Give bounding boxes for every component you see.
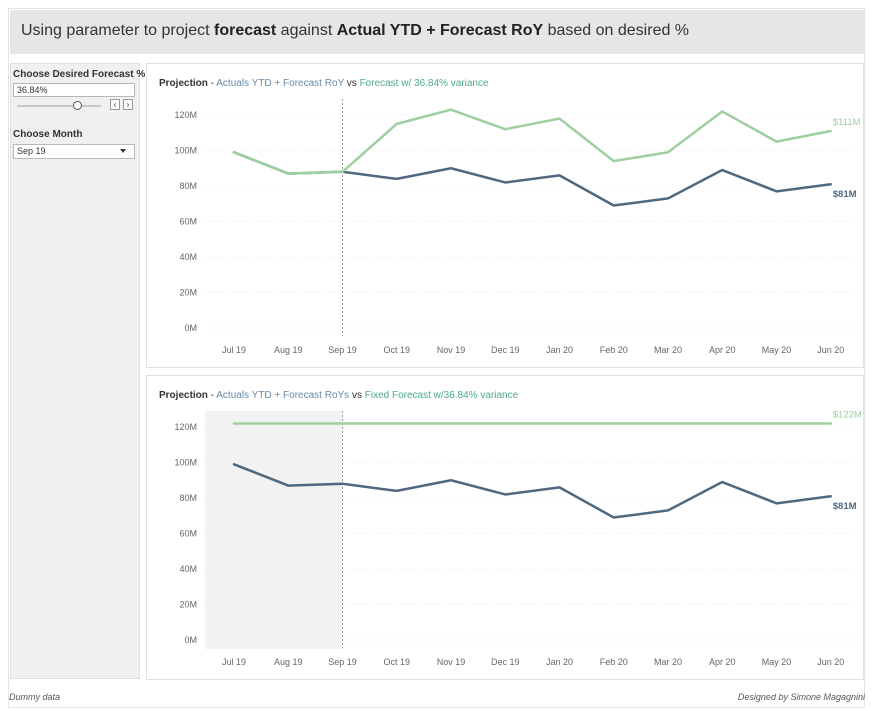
x-tick-label: Feb 20 xyxy=(600,345,628,355)
x-tick-label: Aug 19 xyxy=(274,345,303,355)
slider-step-back-button[interactable]: ‹ xyxy=(110,99,120,110)
x-tick-label: Jul 19 xyxy=(222,345,246,355)
end-value-label: $111M xyxy=(833,117,861,128)
series-line-forecast xyxy=(232,108,832,175)
chart-title-bottom: Projection - Actuals YTD + Forecast RoYs… xyxy=(159,390,518,401)
parameter-sidebar: Choose Desired Forecast % 36.84% ‹ › Cho… xyxy=(10,63,145,679)
y-tick-label: 60M xyxy=(179,217,197,227)
projection-chart-bottom: Projection - Actuals YTD + Forecast RoYs… xyxy=(146,375,864,680)
month-label: Choose Month xyxy=(13,129,83,140)
end-value-label: $81M xyxy=(833,501,857,512)
chart-title-part: vs xyxy=(344,78,360,89)
forecast-slider-thumb[interactable] xyxy=(73,101,83,110)
month-dropdown-value: Sep 19 xyxy=(17,146,46,156)
dashboard-title: Using parameter to project forecast agai… xyxy=(21,22,689,40)
title-part: against xyxy=(276,22,337,39)
chart-title-part: - xyxy=(207,78,217,89)
x-tick-label: Dec 19 xyxy=(491,345,520,355)
y-tick-label: 40M xyxy=(179,252,197,262)
chart-title-part: Projection xyxy=(159,390,208,401)
forecast-percent-input[interactable]: 36.84% xyxy=(13,83,135,97)
title-part: based on desired % xyxy=(543,22,690,39)
y-tick-label: 0M xyxy=(184,323,197,333)
x-tick-label: Dec 19 xyxy=(491,657,520,667)
chart-svg-bottom: 0M 20M 40M 60M 80M 100M 120M Jul 19 Aug 19 Sep 19… xyxy=(174,409,862,667)
forecast-percent-label: Choose Desired Forecast % xyxy=(13,69,146,80)
projection-chart-top: Projection - Actuals YTD + Forecast RoY … xyxy=(146,63,864,368)
x-tick-label: Jun 20 xyxy=(817,345,844,355)
chart-svg-top: 0M 20M 40M 60M 80M 100M 120M Jul 19 Aug 19 Sep 19… xyxy=(174,99,861,355)
footer-note: Dummy data xyxy=(9,692,61,702)
x-tick-label: Apr 20 xyxy=(709,657,736,667)
x-tick-label: Jan 20 xyxy=(546,345,573,355)
title-part-bold: Actual YTD + Forecast RoY xyxy=(336,22,544,39)
chevron-down-icon xyxy=(120,149,126,153)
y-tick-label: 40M xyxy=(179,564,197,574)
x-tick-label: Jan 20 xyxy=(546,657,573,667)
series-line-actual xyxy=(232,151,832,207)
x-tick-label: Sep 19 xyxy=(328,345,357,355)
x-tick-label: Oct 19 xyxy=(383,345,410,355)
y-tick-label: 100M xyxy=(174,146,197,156)
y-tick-label: 20M xyxy=(179,288,197,298)
x-tick-label: Jun 20 xyxy=(817,657,844,667)
chart-title-part: Fixed Forecast w/36.84% variance xyxy=(364,390,519,401)
chart-title-part: Forecast w/ 36.84% variance xyxy=(359,78,489,89)
chart-title-top: Projection - Actuals YTD + Forecast RoY … xyxy=(159,78,489,89)
title-part-bold: forecast xyxy=(213,22,277,39)
x-tick-label: May 20 xyxy=(762,657,792,667)
y-tick-label: 80M xyxy=(179,181,197,191)
end-value-label: $122M xyxy=(833,409,862,420)
chart-title-part: Actuals YTD + Forecast RoYs xyxy=(216,390,350,401)
x-tick-label: Mar 20 xyxy=(654,657,682,667)
x-tick-label: Mar 20 xyxy=(654,345,682,355)
x-tick-label: Feb 20 xyxy=(600,657,628,667)
dashboard-header: Using parameter to project forecast agai… xyxy=(10,10,864,54)
y-tick-label: 120M xyxy=(174,110,197,120)
x-tick-label: Nov 19 xyxy=(437,345,466,355)
chart-title-part: Projection xyxy=(159,78,208,89)
x-tick-label: Oct 19 xyxy=(383,657,410,667)
y-tick-label: 60M xyxy=(179,529,197,539)
forecast-slider-track[interactable] xyxy=(17,105,101,107)
x-tick-label: Nov 19 xyxy=(437,657,466,667)
end-value-label: $81M xyxy=(833,189,857,200)
x-tick-label: Jul 19 xyxy=(222,657,246,667)
footer-credit: Designed by Simone Magagnini xyxy=(737,692,865,702)
y-tick-label: 20M xyxy=(179,600,197,610)
y-tick-label: 120M xyxy=(174,422,197,432)
ytd-shade xyxy=(205,411,343,649)
y-tick-label: 0M xyxy=(184,635,197,645)
x-tick-label: Sep 19 xyxy=(328,657,357,667)
chart-title-part: vs xyxy=(349,390,365,401)
x-tick-label: Apr 20 xyxy=(709,345,736,355)
dashboard-frame xyxy=(8,8,865,708)
y-tick-label: 80M xyxy=(179,493,197,503)
chart-title-part: - xyxy=(207,390,217,401)
slider-step-forward-button[interactable]: › xyxy=(123,99,133,110)
y-tick-label: 100M xyxy=(174,458,197,468)
x-tick-label: Aug 19 xyxy=(274,657,303,667)
title-part: Using parameter to project xyxy=(21,22,214,39)
month-dropdown[interactable]: Sep 19 xyxy=(13,144,135,159)
series-line-actual xyxy=(232,463,832,519)
chart-title-part: Actuals YTD + Forecast RoY xyxy=(216,78,344,89)
x-tick-label: May 20 xyxy=(762,345,792,355)
